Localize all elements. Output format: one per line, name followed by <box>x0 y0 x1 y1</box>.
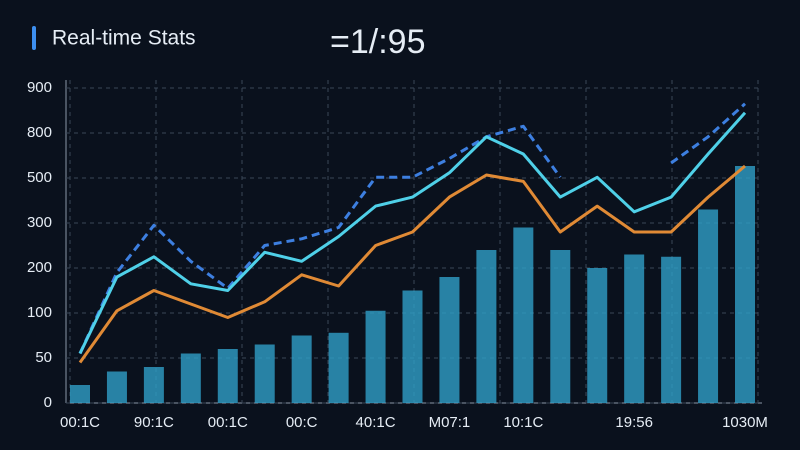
bar <box>698 209 719 403</box>
bar <box>624 254 645 403</box>
bar <box>328 332 349 403</box>
title: Real-time Stats <box>52 27 196 50</box>
bar <box>106 371 127 403</box>
x-tick-label: 10:1C <box>503 414 543 431</box>
line-series <box>78 111 747 355</box>
line-series <box>78 102 746 355</box>
y-tick-label: 50 <box>35 349 52 366</box>
y-tick-label: 800 <box>27 124 52 141</box>
bar <box>70 385 90 403</box>
bar <box>180 353 201 403</box>
bar <box>217 349 238 403</box>
bar <box>587 268 608 403</box>
x-tick-label: 00:1C <box>60 414 100 431</box>
x-tick-label: 40:1C <box>356 414 396 431</box>
y-tick-label: 900 <box>27 79 52 96</box>
bar <box>143 367 164 403</box>
y-tick-label: 200 <box>27 259 52 276</box>
x-tick-label: M07:1 <box>429 414 471 431</box>
counter: =1/:95 <box>330 23 425 61</box>
y-tick-label: 500 <box>27 169 52 186</box>
bar <box>365 310 386 403</box>
x-tick-label: 00:1C <box>208 414 248 431</box>
line-series <box>78 164 746 364</box>
bar <box>254 344 275 403</box>
x-tick-label: 90:1C <box>134 414 174 431</box>
bar <box>291 335 312 403</box>
bar <box>476 250 497 403</box>
x-tick-label: 00:C <box>286 414 318 431</box>
bar <box>550 250 571 403</box>
bar <box>402 290 423 403</box>
bar <box>513 227 534 403</box>
title-accent <box>32 26 36 50</box>
y-tick-label: 300 <box>27 214 52 231</box>
bar <box>439 277 460 403</box>
y-tick-label: 100 <box>27 304 52 321</box>
x-tick-label: 1030M <box>722 414 768 431</box>
x-tick-label: 19:56 <box>615 414 653 431</box>
bar <box>735 166 755 403</box>
bar <box>661 256 682 403</box>
y-tick-label: 0 <box>44 394 52 411</box>
